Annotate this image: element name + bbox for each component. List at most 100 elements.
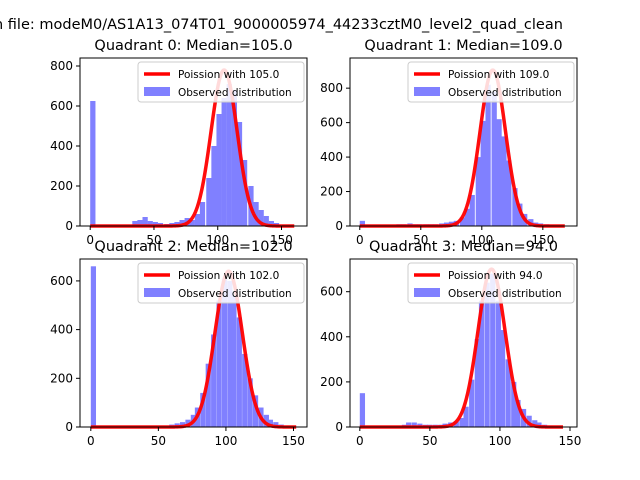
histogram-bar xyxy=(480,120,486,226)
histogram-bar xyxy=(475,157,481,226)
y-tick-label: 600 xyxy=(50,274,73,288)
histogram-bar xyxy=(469,194,475,226)
histogram-bar xyxy=(253,202,259,226)
axes-frame xyxy=(79,258,308,428)
histogram-bar xyxy=(263,216,269,226)
histogram-bar xyxy=(536,422,542,427)
histogram-bar xyxy=(258,210,264,226)
histogram-bar xyxy=(199,202,206,226)
histogram-bar xyxy=(194,214,201,226)
legend-bar-swatch xyxy=(144,288,170,297)
histogram-bar xyxy=(236,317,242,427)
y-tick-label: 800 xyxy=(50,59,73,73)
histogram-bar xyxy=(227,280,233,427)
histogram-bar xyxy=(506,160,512,226)
subplot-1: 0 50 100 150 0 200 400 600 800 Quadrant 1: Median… xyxy=(320,38,578,247)
histogram-bar xyxy=(406,422,412,427)
histogram-bar xyxy=(137,220,143,226)
histogram-bar xyxy=(474,339,480,427)
y-tick-label: 400 xyxy=(320,150,343,164)
y-tick-label: 0 xyxy=(335,219,343,233)
subplot-title: Quadrant 2: Median=102.0 xyxy=(94,239,292,255)
y-tick-label: 200 xyxy=(320,185,343,199)
histogram-bar xyxy=(90,101,96,226)
y-tick-label: 600 xyxy=(320,285,343,299)
y-tick-label: 800 xyxy=(320,81,343,95)
x-tick-label: 100 xyxy=(488,434,511,448)
histogram-bar xyxy=(499,330,506,427)
histogram-bar xyxy=(211,146,217,226)
histogram-bar xyxy=(469,379,475,427)
histogram-bar xyxy=(231,295,237,427)
histogram-bar xyxy=(491,91,497,226)
histogram-bar xyxy=(152,222,158,226)
x-tick-label: 150 xyxy=(531,233,554,247)
histogram-bar xyxy=(273,422,279,427)
histogram-bar xyxy=(505,359,511,427)
x-tick-label: 50 xyxy=(422,434,437,448)
histogram-bar xyxy=(226,84,232,226)
legend-entry-observed: Observed distribution xyxy=(448,87,562,99)
y-tick-label: 0 xyxy=(65,219,73,233)
histogram-bar xyxy=(459,417,465,427)
y-tick-label: 400 xyxy=(50,323,73,337)
x-tick-label: 0 xyxy=(356,434,364,448)
histogram-bar xyxy=(147,221,153,226)
x-tick-label: 50 xyxy=(413,233,428,247)
histogram-bar xyxy=(267,419,274,427)
histogram-bar xyxy=(174,222,180,226)
legend-entry-fit: Poission with 109.0 xyxy=(448,69,549,81)
histogram-bar xyxy=(205,363,211,427)
subplot-2: 0 50 100 150 0 200 400 600 Quadrant 2: Median=10… xyxy=(50,239,308,448)
y-tick-label: 600 xyxy=(50,99,73,113)
legend-box xyxy=(137,262,305,304)
y-tick-label: 0 xyxy=(65,420,73,434)
x-tick-label: 150 xyxy=(270,233,293,247)
y-tick-label: 200 xyxy=(320,375,343,389)
histogram-bar xyxy=(231,90,238,226)
histogram-bar xyxy=(263,414,269,427)
histogram-bar xyxy=(221,278,228,427)
histogram-bar xyxy=(490,273,496,427)
x-tick-label: 150 xyxy=(282,434,305,448)
histogram-bar xyxy=(512,188,518,226)
histogram-bar xyxy=(463,406,469,427)
histogram-bar xyxy=(515,399,521,427)
histogram-bar xyxy=(189,220,195,226)
histogram-bar xyxy=(142,217,148,226)
y-tick-label: 0 xyxy=(335,420,343,434)
figure-title: n file: modeM0/AS1A13_074T01_9000005974_… xyxy=(0,17,563,33)
x-tick-label: 100 xyxy=(470,233,493,247)
legend-bar-swatch xyxy=(414,87,440,96)
y-tick-label: 200 xyxy=(50,179,73,193)
legend-entry-observed: Observed distribution xyxy=(178,87,292,99)
histogram-bar xyxy=(359,220,366,226)
legend-box xyxy=(137,61,305,103)
axes-frame xyxy=(79,57,308,227)
histogram-bar xyxy=(495,300,501,427)
histogram-bar xyxy=(216,300,222,427)
x-tick-label: 0 xyxy=(356,233,364,247)
histogram-bar xyxy=(517,203,523,226)
legend-box xyxy=(407,262,575,304)
histogram-bar xyxy=(236,122,243,226)
y-tick-label: 200 xyxy=(50,371,73,385)
histogram-bar xyxy=(532,420,538,427)
histogram-bar xyxy=(411,422,417,427)
legend-entry-fit: Poission with 105.0 xyxy=(178,69,279,81)
x-tick-label: 0 xyxy=(87,434,95,448)
histogram-bar xyxy=(496,119,502,226)
subplot-0: 0 50 100 150 0 200 400 600 800 Quadrant 0: Median… xyxy=(50,38,308,247)
legend-entry-fit: Poission with 94.0 xyxy=(448,270,543,282)
histogram-bar xyxy=(501,136,507,226)
histogram-bar xyxy=(485,84,491,226)
legend-entry-fit: Poission with 102.0 xyxy=(178,270,279,282)
subplot-grid: 0 50 100 150 0 200 400 600 800 Quadrant 0: Median… xyxy=(50,38,581,448)
histogram-bar xyxy=(200,392,206,427)
subplot-title: Quadrant 3: Median=94.0 xyxy=(369,239,558,255)
x-tick-label: 100 xyxy=(206,233,229,247)
histogram-bar xyxy=(453,421,459,427)
histogram-bar xyxy=(484,282,490,427)
x-tick-label: 0 xyxy=(86,233,94,247)
